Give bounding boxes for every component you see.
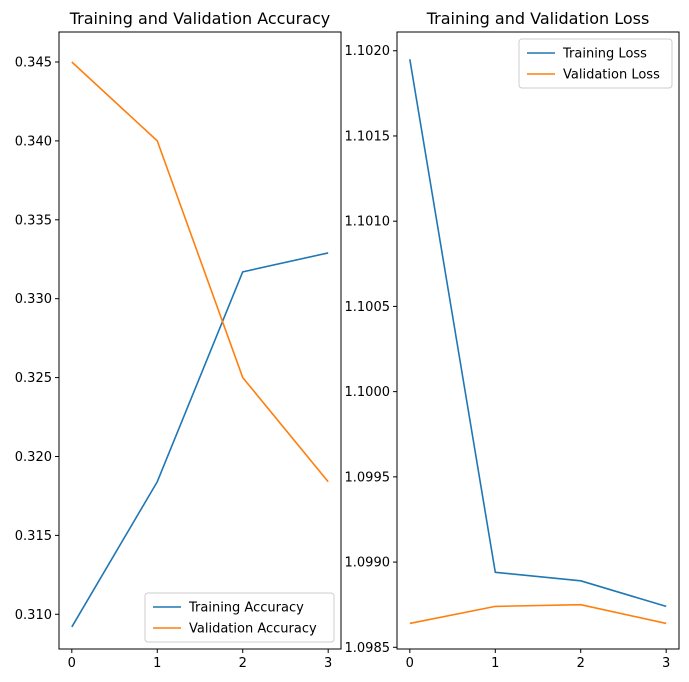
y-tick-label: 1.0990: [345, 556, 391, 571]
chart-panel-1: Training and Validation Accuracy 0.310 0.3…: [15, 9, 342, 671]
y-tick-label: 0.335: [15, 213, 52, 228]
series-line-training-accuracy: [71, 252, 329, 628]
series-line-validation-accuracy: [71, 61, 329, 483]
x-tick-label: 2: [577, 656, 585, 671]
y-tick-label: 0.325: [15, 371, 52, 386]
x-tick-label: 2: [239, 656, 247, 671]
y-tick-label: 0.315: [15, 529, 52, 544]
chart-title: Training and Validation Accuracy: [69, 9, 331, 28]
axes-frame: [396, 31, 680, 650]
chart-panel-2: Training and Validation Loss 1.0985 1.0990…: [345, 9, 680, 671]
x-tick-label: 1: [491, 656, 499, 671]
series-line-validation-loss: [409, 603, 667, 625]
series-line-training-loss: [409, 59, 667, 608]
legend: Training Loss Validation Loss: [518, 38, 673, 89]
y-tick-label: 1.1015: [345, 129, 391, 144]
y-tick-label: 1.1010: [345, 215, 391, 230]
y-tick-label: 0.320: [15, 450, 52, 465]
y-tick-label: 1.0995: [345, 470, 391, 485]
legend-box: [144, 592, 335, 643]
legend-label: Validation Accuracy: [189, 622, 317, 637]
legend-label: Training Accuracy: [188, 601, 304, 616]
y-tick-label: 1.1000: [345, 385, 391, 400]
x-tick-label: 0: [406, 656, 414, 671]
y-tick-label: 0.345: [15, 55, 52, 70]
y-tick-label: 0.340: [15, 134, 52, 149]
x-tick-label: 3: [662, 656, 670, 671]
y-tick-label: 1.1020: [345, 44, 391, 59]
y-tick-label: 0.330: [15, 292, 52, 307]
y-tick-label: 1.1005: [345, 300, 391, 315]
legend-label: Validation Loss: [563, 68, 660, 83]
y-tick-label: 0.310: [15, 608, 52, 623]
x-tick-label: 3: [324, 656, 332, 671]
legend-box: [518, 38, 673, 89]
y-tick-label: 1.0985: [345, 641, 391, 656]
chart-title: Training and Validation Loss: [426, 9, 650, 28]
legend-label: Training Loss: [562, 47, 647, 62]
axes-frame: [58, 31, 342, 650]
legend: Training Accuracy Validation Accuracy: [144, 592, 335, 643]
x-tick-label: 0: [68, 656, 76, 671]
x-tick-label: 1: [153, 656, 161, 671]
